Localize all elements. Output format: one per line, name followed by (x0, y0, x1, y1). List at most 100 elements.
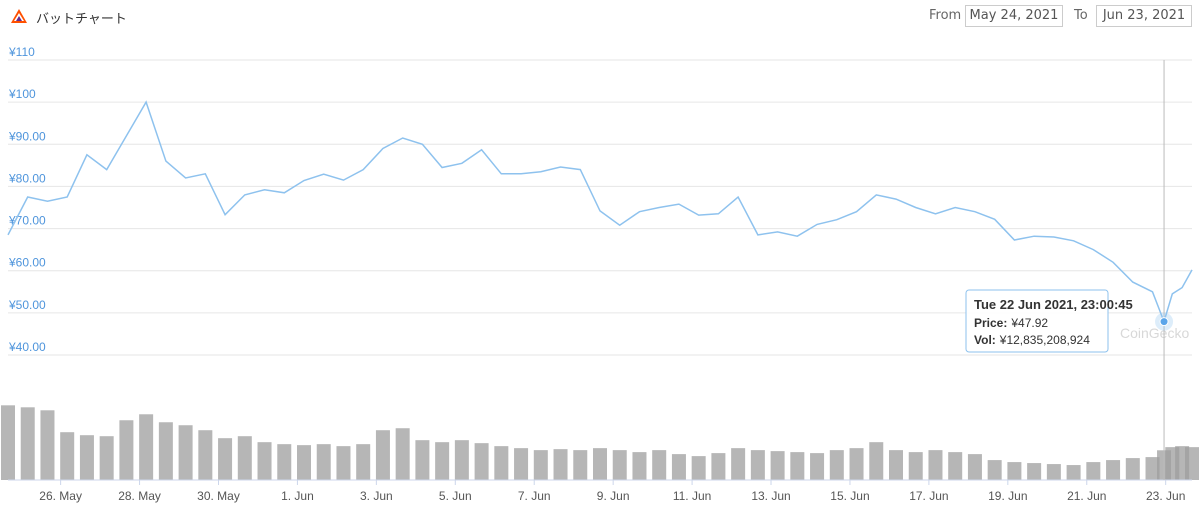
volume-bar (573, 450, 588, 480)
to-label: To (1074, 8, 1088, 23)
volume-bar (908, 452, 923, 480)
y-tick-label: ¥80.00 (8, 171, 46, 185)
x-tick-label: 21. Jun (1067, 489, 1106, 503)
volume-bar (691, 456, 706, 480)
x-tick-label: 3. Jun (360, 489, 393, 503)
x-tick-label: 1. Jun (281, 489, 314, 503)
volume-bar (356, 444, 371, 480)
logo (11, 9, 27, 23)
volume-bar (454, 440, 469, 480)
volume-bar (1, 405, 15, 480)
x-tick-label: 26. May (39, 489, 82, 503)
tooltip-price-value: ¥47.92 (1010, 316, 1048, 330)
volume-bar (533, 450, 548, 480)
volume-bar (1106, 460, 1121, 480)
tooltip: Tue 22 Jun 2021, 23:00:45 Price: ¥47.92 Vol… (965, 289, 1133, 353)
volume-bar (593, 448, 607, 480)
volume-bar (790, 452, 805, 480)
x-tick-label: 11. Jun (673, 489, 711, 503)
volume-bar (79, 435, 94, 480)
volume-bar (928, 450, 943, 480)
y-tick-label: ¥60.00 (8, 256, 46, 270)
hover-point (1159, 317, 1169, 327)
volume-bar (612, 450, 627, 480)
volume-bar (1027, 463, 1042, 480)
volume-bar (494, 446, 509, 480)
volume-bar (750, 450, 765, 480)
from-label: From (929, 8, 962, 23)
x-tick-label: 30. May (197, 489, 240, 503)
volume-bar (1145, 457, 1160, 480)
volume-bar (395, 428, 410, 480)
tooltip-vol-key: Vol: (974, 333, 996, 347)
volume-bar (849, 448, 864, 480)
volume-bar (1007, 462, 1022, 480)
volume-bar (889, 450, 903, 480)
x-tick-label: 5. Jun (439, 489, 472, 503)
volume-bar (237, 436, 252, 480)
volume-bar (1066, 465, 1081, 480)
volume-bar (869, 442, 884, 480)
volume-bar (1125, 458, 1140, 480)
volume-bar (119, 420, 134, 480)
x-tick-label: 19. Jun (988, 489, 1027, 503)
volume-bar (987, 460, 1002, 480)
volume-bar (731, 448, 746, 480)
volume-bar (60, 432, 75, 480)
volume-bar (277, 444, 292, 480)
volume-bar (948, 452, 963, 480)
volume-bar (1046, 464, 1061, 480)
volume-bar (139, 414, 154, 480)
volume-bar (316, 444, 331, 480)
to-date-input[interactable]: Jun 23, 2021 (1096, 5, 1192, 27)
volume-bar (671, 454, 686, 480)
volume-bar (1185, 447, 1199, 480)
x-tick-label: 23. Jun (1146, 489, 1185, 503)
volume-bar (375, 430, 390, 480)
tooltip-price-key: Price: (974, 316, 1007, 330)
x-tick-label: 9. Jun (597, 489, 630, 503)
volume-bar (40, 410, 55, 480)
volume-bar (257, 442, 272, 480)
x-tick-label: 28. May (118, 489, 161, 503)
price-line (7, 100, 1193, 324)
tooltip-price: Price: ¥47.92 (974, 316, 1048, 330)
chart-title: バットチャート (36, 12, 127, 27)
volume-bar (652, 450, 667, 480)
volume-bar (435, 442, 450, 480)
volume-bar (99, 436, 114, 480)
y-tick-label: ¥110 (8, 45, 35, 59)
volume-bar (810, 453, 825, 480)
tooltip-title: Tue 22 Jun 2021, 23:00:45 (974, 297, 1133, 312)
tooltip-vol-value: ¥12,835,208,924 (999, 333, 1090, 347)
x-tick-label: 15. Jun (830, 489, 869, 503)
y-tick-label: ¥100 (8, 87, 36, 101)
y-tick-label: ¥90.00 (8, 129, 46, 143)
volume-bar (553, 449, 568, 480)
volume-bar (1086, 462, 1101, 480)
volume-bar (415, 440, 430, 480)
y-tick-label: ¥50.00 (8, 298, 46, 312)
volume-bar (474, 443, 489, 480)
x-tick-label: 17. Jun (909, 489, 948, 503)
volume-bar (770, 451, 785, 480)
volume-bar (967, 454, 982, 480)
x-tick-label: 13. Jun (751, 489, 790, 503)
volume-bar (297, 445, 311, 480)
volume-bar (158, 422, 173, 480)
volume-bar (218, 438, 233, 480)
from-date-input[interactable]: May 24, 2021 (965, 5, 1063, 27)
volume-bar (178, 425, 193, 480)
watermark: CoinGecko (1120, 325, 1189, 341)
tooltip-box (965, 289, 1109, 353)
x-tick-label: 7. Jun (518, 489, 551, 503)
volume-bar (632, 452, 647, 480)
volume-bar (711, 453, 726, 480)
volume-bar (20, 407, 35, 480)
y-tick-label: ¥40.00 (8, 340, 46, 354)
volume-bar (514, 448, 529, 480)
volume-bar (198, 430, 213, 480)
volume-bar (336, 446, 351, 480)
